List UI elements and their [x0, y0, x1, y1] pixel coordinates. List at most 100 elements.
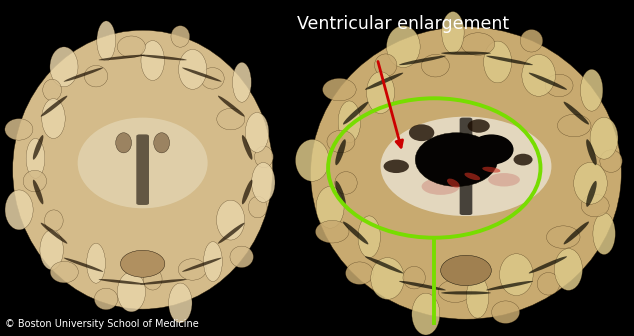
Ellipse shape: [97, 21, 115, 61]
Ellipse shape: [242, 180, 252, 204]
Ellipse shape: [500, 254, 533, 296]
Ellipse shape: [366, 72, 394, 114]
Ellipse shape: [26, 138, 45, 178]
Ellipse shape: [99, 55, 145, 60]
Ellipse shape: [99, 279, 145, 285]
Ellipse shape: [63, 68, 103, 82]
Ellipse shape: [461, 33, 495, 55]
Ellipse shape: [249, 196, 267, 218]
Ellipse shape: [375, 54, 397, 77]
Ellipse shape: [50, 261, 79, 283]
Ellipse shape: [467, 119, 490, 133]
Ellipse shape: [574, 162, 607, 204]
Ellipse shape: [514, 154, 533, 166]
Ellipse shape: [169, 283, 192, 323]
Ellipse shape: [590, 117, 618, 159]
Ellipse shape: [42, 79, 61, 101]
Ellipse shape: [338, 101, 361, 143]
Ellipse shape: [217, 200, 245, 240]
Ellipse shape: [537, 272, 560, 295]
Ellipse shape: [33, 180, 43, 204]
Ellipse shape: [13, 30, 273, 309]
Ellipse shape: [409, 124, 434, 141]
Ellipse shape: [140, 279, 186, 285]
Ellipse shape: [311, 27, 621, 319]
Ellipse shape: [5, 119, 33, 140]
Ellipse shape: [242, 135, 252, 160]
Ellipse shape: [41, 96, 67, 117]
Ellipse shape: [233, 62, 251, 102]
Ellipse shape: [422, 178, 460, 195]
Ellipse shape: [482, 167, 500, 173]
Ellipse shape: [547, 226, 580, 248]
Ellipse shape: [218, 223, 245, 244]
Ellipse shape: [441, 291, 491, 295]
Ellipse shape: [182, 258, 222, 272]
Ellipse shape: [438, 280, 472, 302]
Ellipse shape: [545, 74, 573, 97]
Ellipse shape: [44, 210, 63, 232]
Ellipse shape: [564, 221, 589, 244]
Ellipse shape: [380, 117, 552, 216]
Ellipse shape: [441, 51, 491, 55]
Ellipse shape: [521, 30, 543, 52]
Ellipse shape: [399, 281, 446, 290]
Text: Ventricular enlargement: Ventricular enlargement: [297, 15, 508, 33]
Ellipse shape: [252, 163, 275, 202]
Ellipse shape: [323, 78, 356, 101]
Ellipse shape: [586, 139, 597, 165]
Ellipse shape: [140, 55, 186, 60]
Text: © Boston University School of Medicine: © Boston University School of Medicine: [5, 319, 199, 329]
Ellipse shape: [442, 11, 464, 53]
Ellipse shape: [171, 26, 190, 47]
Ellipse shape: [204, 242, 223, 282]
Ellipse shape: [365, 73, 403, 90]
Ellipse shape: [581, 69, 603, 111]
Ellipse shape: [117, 36, 145, 57]
Ellipse shape: [316, 186, 344, 228]
Ellipse shape: [42, 98, 65, 138]
Ellipse shape: [529, 73, 567, 90]
Ellipse shape: [335, 181, 346, 207]
Ellipse shape: [467, 276, 489, 318]
Ellipse shape: [488, 173, 520, 186]
Ellipse shape: [465, 173, 480, 180]
Ellipse shape: [84, 66, 108, 87]
Ellipse shape: [581, 194, 609, 217]
Ellipse shape: [182, 68, 222, 82]
Ellipse shape: [218, 96, 245, 117]
Ellipse shape: [335, 139, 346, 165]
Ellipse shape: [346, 262, 373, 285]
Ellipse shape: [399, 56, 446, 65]
Ellipse shape: [5, 190, 33, 230]
Ellipse shape: [365, 256, 403, 274]
Ellipse shape: [415, 133, 498, 186]
Ellipse shape: [116, 133, 132, 153]
Ellipse shape: [33, 135, 43, 160]
Ellipse shape: [50, 47, 78, 87]
Ellipse shape: [343, 102, 368, 125]
Ellipse shape: [327, 130, 355, 153]
Ellipse shape: [600, 150, 622, 172]
FancyBboxPatch shape: [460, 118, 472, 215]
Ellipse shape: [143, 268, 162, 290]
Ellipse shape: [371, 258, 404, 299]
Ellipse shape: [486, 56, 533, 65]
Ellipse shape: [529, 256, 567, 274]
Ellipse shape: [255, 146, 273, 168]
Ellipse shape: [63, 258, 103, 272]
Ellipse shape: [486, 281, 533, 290]
FancyBboxPatch shape: [136, 134, 149, 205]
Ellipse shape: [316, 220, 349, 243]
Ellipse shape: [120, 250, 165, 277]
Ellipse shape: [564, 102, 589, 125]
Ellipse shape: [217, 109, 245, 130]
Ellipse shape: [557, 114, 591, 137]
Ellipse shape: [245, 113, 269, 152]
Ellipse shape: [179, 49, 207, 89]
Ellipse shape: [141, 41, 164, 80]
Ellipse shape: [23, 170, 46, 192]
Ellipse shape: [94, 288, 118, 310]
Ellipse shape: [491, 301, 520, 324]
Ellipse shape: [384, 160, 409, 173]
